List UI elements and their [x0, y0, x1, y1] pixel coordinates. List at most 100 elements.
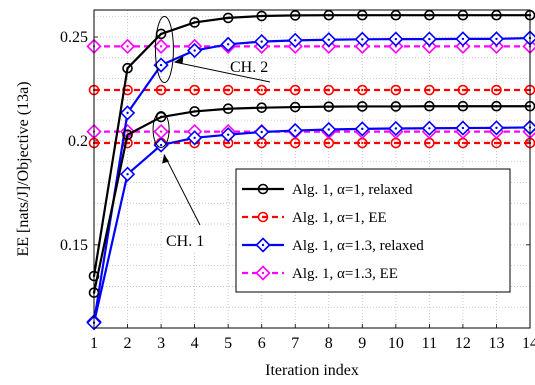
series-point	[323, 9, 335, 21]
series-point-dot	[126, 88, 129, 92]
series-point	[390, 101, 402, 112]
series-point-dot	[126, 133, 129, 136]
series-point-dot	[126, 45, 129, 48]
x-tick-label: 1	[90, 335, 98, 352]
series-point-dot	[126, 66, 129, 70]
series-point-dot	[361, 141, 364, 145]
series-point-dot	[327, 13, 330, 17]
series-point	[122, 129, 133, 141]
annotations: CH. 2 CH. 1	[152, 15, 271, 251]
series-point-dot	[260, 106, 263, 109]
series-point-dot	[361, 13, 364, 17]
series-point-dot	[495, 141, 498, 145]
series-point-dot	[361, 127, 364, 131]
plot-frame	[93, 9, 531, 329]
series-point	[289, 10, 301, 21]
x-tick-label: 7	[291, 335, 299, 352]
series-point-dot	[294, 39, 297, 42]
series-point	[424, 100, 435, 112]
series-layer	[86, 9, 535, 331]
series-point-dot	[394, 88, 398, 92]
ch1-label-bg	[162, 229, 228, 251]
legend-label: Alg. 1, α=1.3, EE	[292, 266, 398, 282]
series-point	[323, 101, 335, 112]
series-point-dot	[193, 21, 196, 24]
series-point-dot	[428, 13, 431, 17]
series-point	[222, 84, 234, 96]
series-point-dot	[394, 127, 398, 130]
ch2-ellipse	[154, 15, 174, 83]
ch1-ellipse	[152, 111, 170, 149]
series-point	[323, 84, 335, 96]
series-point	[122, 62, 133, 74]
x-tick-label: 6	[258, 335, 266, 352]
series-point-dot	[428, 141, 431, 145]
series-point-dot	[294, 105, 297, 109]
ch1-arrow-head	[162, 154, 170, 164]
x-tick-label: 12	[455, 335, 471, 352]
legend-label: Alg. 1, α=1, relaxed	[292, 182, 413, 198]
series-point-dot	[394, 141, 398, 145]
series-point-dot	[461, 13, 465, 17]
series-point	[222, 103, 234, 115]
x-tick-label: 9	[358, 335, 366, 352]
series-point-dot	[428, 88, 431, 92]
series-point-dot	[394, 13, 398, 17]
series-point-dot	[428, 37, 431, 41]
series-point-dot	[294, 88, 297, 92]
x-tick-label: 2	[124, 335, 132, 352]
series-point	[289, 101, 301, 113]
ch2-arrow-line	[174, 61, 271, 83]
axis-ticks: 1 2 3 4 5 6 7 8 9 10 11 12 13 140.150.20.25	[60, 29, 535, 352]
series-point-dot	[361, 105, 364, 108]
series-point-dot	[193, 88, 196, 92]
series-point	[155, 111, 167, 123]
legend: Alg. 1, α=1, relaxed Alg. 1, α=1, EE Alg. …	[235, 168, 511, 293]
series-point	[357, 9, 368, 21]
legend-marker	[257, 183, 269, 195]
series-3-ch2	[86, 30, 535, 330]
series-point-dot	[495, 126, 498, 130]
series-point	[289, 84, 301, 96]
series-point	[222, 12, 234, 24]
series-point-dot	[260, 88, 263, 92]
series-point	[256, 84, 267, 96]
legend-marker-dot	[261, 271, 265, 275]
series-point	[357, 101, 368, 112]
series-point	[189, 84, 200, 96]
series-point	[491, 100, 502, 112]
series-point-dot	[394, 37, 398, 41]
series-point-dot	[193, 49, 196, 52]
series-point-dot	[226, 107, 230, 110]
legend-entry-1: Alg. 1, α=1, relaxed	[242, 182, 413, 198]
series-point-dot	[159, 88, 163, 92]
y-axis-label: EE [nats/J]/Objective (13a)	[15, 81, 32, 256]
x-tick-label: 11	[422, 335, 437, 352]
series-point	[491, 9, 502, 21]
legend-marker-dot	[261, 187, 265, 191]
series-point-dot	[226, 133, 230, 136]
x-tick-label: 14	[522, 335, 535, 352]
series-point-dot	[126, 172, 129, 176]
legend-label: Alg. 1, α=1.3, relaxed	[292, 238, 424, 254]
x-axis-label: Iteration index	[265, 362, 359, 379]
series-point	[424, 9, 435, 21]
series-point-dot	[461, 141, 465, 145]
series-point-dot	[260, 14, 263, 18]
series-point	[424, 84, 435, 96]
series-point-dot	[495, 88, 498, 92]
legend-marker-dot	[261, 215, 265, 219]
series-point-dot	[126, 111, 129, 115]
x-tick-label: 3	[157, 335, 165, 352]
legend-marker	[257, 211, 269, 223]
ch1-annotation: CH. 1	[166, 233, 204, 250]
series-point-dot	[361, 88, 364, 92]
x-tick-label: 10	[388, 335, 404, 352]
series-point	[155, 84, 167, 96]
series-3-ch1	[86, 119, 535, 331]
x-tick-label: 4	[191, 335, 199, 352]
legend-entry-3: Alg. 1, α=1.3, relaxed	[242, 237, 424, 254]
series-point-dot	[260, 130, 263, 134]
series-point-dot	[260, 141, 263, 145]
